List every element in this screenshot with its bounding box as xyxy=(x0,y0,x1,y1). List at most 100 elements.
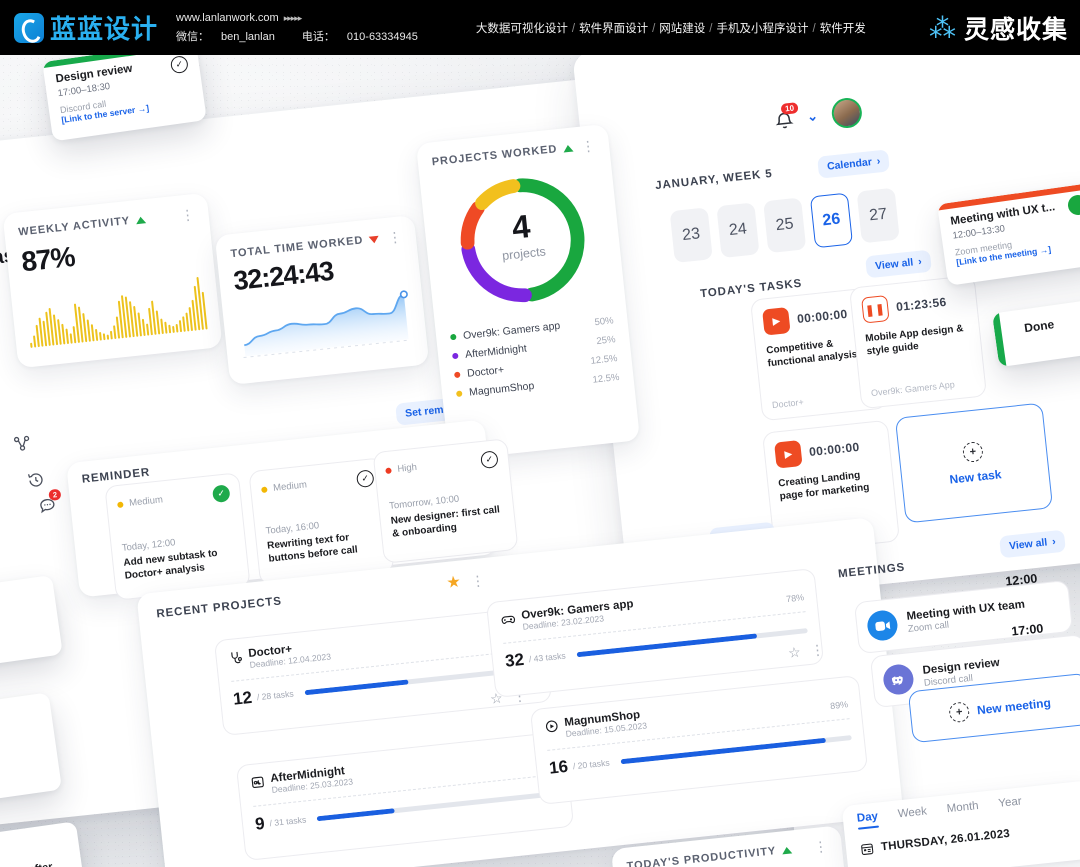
legend-label: Over9k: Gamers app xyxy=(462,319,561,342)
website-url: www.lanlanwork.com xyxy=(176,12,279,25)
task-text: Mobile App design & style guide xyxy=(864,323,964,357)
gamepad-icon xyxy=(500,612,516,627)
period-tab-year[interactable]: Year xyxy=(997,795,1023,810)
reminder-item-1[interactable]: Medium ✓ Today, 16:00 Rewriting text for… xyxy=(248,457,395,586)
project-percent: 89% xyxy=(829,699,849,712)
inspiration-logo: ⁂ 灵感收集 xyxy=(929,10,1068,46)
projects-worked-menu-button[interactable]: ⋮ xyxy=(580,136,596,155)
project-done-count: 32 xyxy=(504,649,525,671)
task-card-1[interactable]: ❚❚ 01:23:56 Mobile App design & style gu… xyxy=(848,274,988,410)
project-done-count: 16 xyxy=(548,756,569,778)
project-row-2[interactable]: Over9k: Gamers app Deadline: 23.02.2023 … xyxy=(485,568,825,698)
active-tab-underline xyxy=(857,824,880,830)
avatar[interactable] xyxy=(830,96,864,130)
meeting-row-1[interactable]: Design review Discord call xyxy=(869,633,1080,709)
brand-logo: 蓝蓝设计 xyxy=(14,9,158,46)
productivity-menu-button[interactable]: ⋮ xyxy=(812,837,829,855)
play-icon[interactable]: ▶ xyxy=(774,439,803,469)
reminder-item-0[interactable]: Medium ✓ Today, 12:00 Add new subtask to… xyxy=(104,472,251,601)
project-row-0[interactable]: Doctor+ Deadline: 12.04.2023 45% 12 / 28… xyxy=(213,606,553,736)
plus-icon: + xyxy=(961,441,984,464)
total-time-menu-button[interactable]: ⋮ xyxy=(386,227,403,246)
priority-dot xyxy=(385,466,392,474)
trend-up-icon xyxy=(781,845,793,854)
task-timer: 00:00:00 xyxy=(808,439,861,460)
priority-dot xyxy=(261,486,268,493)
plus-icon: + xyxy=(948,701,971,724)
contact-block: www.lanlanwork.com ▸▸▸▸▸ 微信： ben_lanlan 电话… xyxy=(176,9,442,45)
sidebar-item-messages[interactable]: 2 xyxy=(37,488,62,518)
legend-dot xyxy=(450,333,457,341)
project-row-1[interactable]: AfterMidnight Deadline: 25.03.2023 32% 9… xyxy=(235,731,575,861)
service-4: 软件开发 xyxy=(819,22,866,35)
chevron-right-icon: › xyxy=(876,155,881,168)
legend-dot xyxy=(451,352,459,360)
projects-worked-card: PROJECTS WORKED ⋮ 4 projects Over9k: Gam… xyxy=(415,123,641,461)
period-tab-month[interactable]: Month xyxy=(946,799,980,816)
float-subtasks-link[interactable]: w subtascks (2) xyxy=(0,760,47,790)
pause-icon[interactable]: ❚❚ xyxy=(861,294,890,324)
legend-percent: 12.5% xyxy=(590,352,618,367)
legend-percent: 25% xyxy=(595,333,616,347)
reminder-done-toggle[interactable]: ✓ xyxy=(355,469,375,489)
projects-worked-donut-chart: 4 projects xyxy=(460,178,585,303)
stethoscope-icon xyxy=(228,650,243,665)
chevron-down-icon[interactable]: ⌄ xyxy=(806,108,819,125)
total-time-worked-card: TOTAL TIME WORKED ⋮ 32:24:43 xyxy=(214,214,430,386)
new-task-button[interactable]: + New task xyxy=(894,402,1054,524)
project-total-tasks: / 28 tasks xyxy=(256,688,295,703)
project-row-3[interactable]: MagnumShop Deadline: 15.05.2023 89% 16 /… xyxy=(529,675,869,805)
favorite-star-icon[interactable]: ★ xyxy=(445,573,462,592)
recent-projects-title: RECENT PROJECTS xyxy=(155,595,283,621)
calendar-day-23[interactable]: 23 xyxy=(669,207,713,263)
period-tab-week[interactable]: Week xyxy=(897,805,928,821)
task-timer: 00:00:00 xyxy=(796,306,849,327)
calendar-icon xyxy=(860,841,875,856)
legend-dot xyxy=(455,390,463,398)
legend-label: Doctor+ xyxy=(466,363,505,380)
notification-badge: 10 xyxy=(780,101,799,115)
task-timer: 01:23:56 xyxy=(895,294,948,315)
task-text: Creating Landing page for marketing xyxy=(777,469,870,502)
meeting-row-0[interactable]: Meeting with UX team Zoom call xyxy=(853,579,1074,655)
float-title: Done xyxy=(1023,317,1056,336)
services-list: 大数据可视化设计 / 软件界面设计 / 网站建设 / 手机及小程序设计 / 软件开发 xyxy=(475,22,866,35)
calendar-day-25[interactable]: 25 xyxy=(763,197,807,254)
reminder-priority: Medium xyxy=(128,494,164,509)
chevron-right-icon: › xyxy=(917,255,923,268)
weekly-activity-bar-chart xyxy=(30,276,208,348)
reminder-done-toggle[interactable]: ✓ xyxy=(211,484,231,504)
star-outline-icon[interactable]: ☆ xyxy=(787,643,802,661)
calendar-day-26[interactable]: 26 xyxy=(809,192,854,249)
star-mark-icon: ⁂ xyxy=(928,12,956,44)
arrows-icon: ▸▸▸▸▸ xyxy=(283,13,303,24)
calendar-day-24[interactable]: 24 xyxy=(716,202,760,259)
sidebar-item-share[interactable] xyxy=(11,432,33,454)
phone-info: 电话： 010-63334945 xyxy=(301,30,418,43)
discord-icon xyxy=(881,663,915,697)
selected-date: THURSDAY, 26.01.2023 xyxy=(860,819,1080,856)
task-project: Doctor+ xyxy=(771,396,805,411)
lanlan-logo-icon xyxy=(14,12,44,43)
project-total-tasks: / 43 tasks xyxy=(528,650,567,665)
period-tab-day[interactable]: Day xyxy=(856,811,880,830)
float-card-tail: nd xyxy=(0,587,43,615)
trend-down-icon xyxy=(368,235,380,244)
float-done-toggle[interactable]: ✓ xyxy=(169,55,189,75)
service-3: 手机及小程序设计 xyxy=(716,22,809,35)
weekly-activity-menu-button[interactable]: ⋮ xyxy=(179,205,196,223)
calendar-day-27[interactable]: 27 xyxy=(856,187,900,244)
project-done-count: 9 xyxy=(254,813,266,834)
moon-icon xyxy=(250,775,265,790)
play-icon[interactable]: ▶ xyxy=(762,306,791,336)
sidebar-item-history[interactable] xyxy=(25,469,47,491)
total-time-area-chart xyxy=(243,290,411,359)
period-switch-card: Day Week Month Year THURSDAY, 26.01.2023 xyxy=(841,780,1080,867)
legend-label: MagnumShop xyxy=(468,379,535,399)
reminder-done-toggle[interactable]: ✓ xyxy=(480,450,499,470)
recent-projects-menu-button[interactable]: ⋮ xyxy=(469,571,486,589)
reminder-item-2[interactable]: High ✓ Tomorrow, 10:00 New designer: fir… xyxy=(372,438,519,564)
notifications-button[interactable]: 10 xyxy=(774,101,799,130)
legend-dot xyxy=(453,371,461,379)
project-menu-button[interactable]: ⋮ xyxy=(809,641,826,659)
